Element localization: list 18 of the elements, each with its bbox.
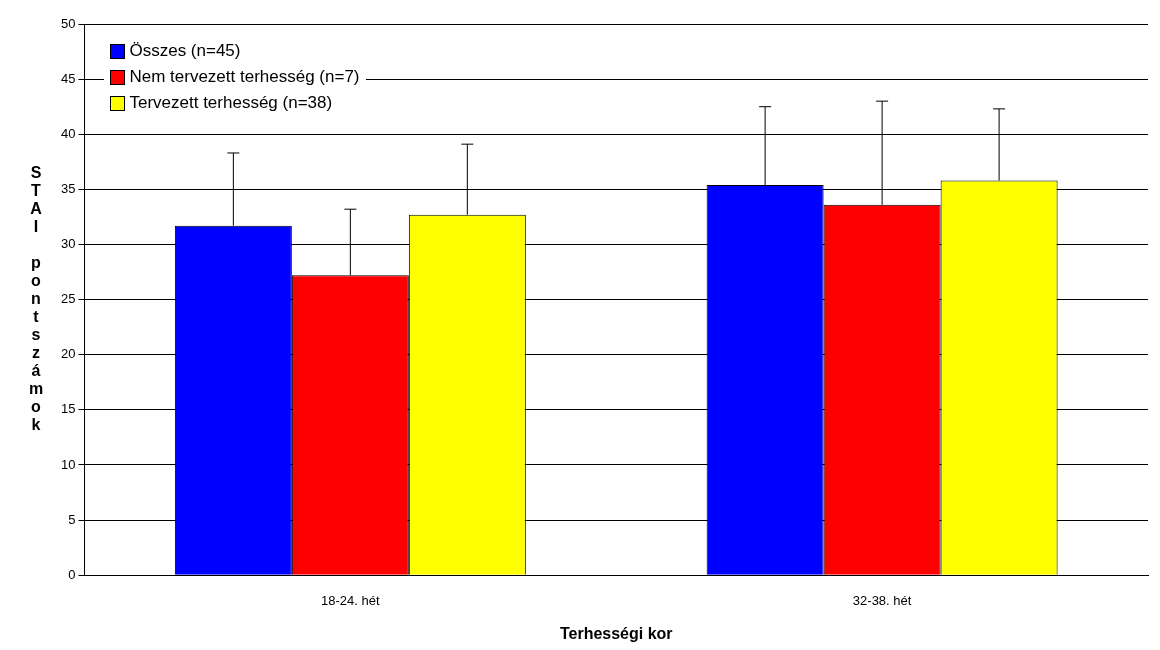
legend-label: Nem tervezett terhesség (n=7): [129, 67, 360, 87]
y-tick-label: 45: [60, 70, 76, 86]
y-tick-label: 35: [60, 180, 76, 196]
text: STAI pontszámok: [28, 164, 44, 434]
y-tick-label: 40: [60, 125, 76, 141]
y-tick-label: 15: [60, 401, 76, 417]
x-tick-label: 32-38. hét: [852, 592, 912, 608]
y-tick-label: 5: [68, 511, 76, 527]
y-tick-label: 50: [60, 15, 76, 31]
y-tick-label: 20: [60, 346, 76, 362]
legend-label: Összes (n=45): [129, 41, 241, 61]
x-axis-title: Terhességi kor: [559, 624, 673, 642]
y-tick-label: 10: [60, 456, 76, 472]
y-tick-label: 0: [68, 566, 76, 582]
y-tick-label: 30: [60, 236, 76, 252]
legend-label: Tervezett terhesség (n=38): [129, 93, 333, 113]
y-tick-label: 25: [60, 291, 76, 307]
x-tick-label: 18-24. hét: [321, 592, 380, 608]
